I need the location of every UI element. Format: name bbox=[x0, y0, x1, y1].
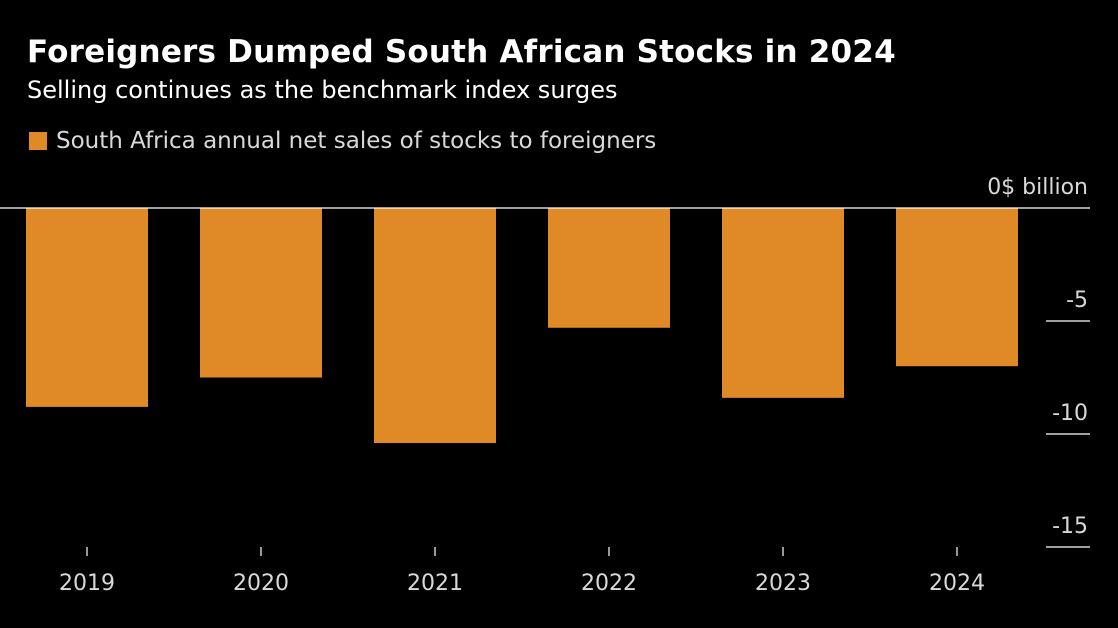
bar-2021 bbox=[374, 208, 496, 444]
y-axis: 0$ billion -5 -10 -15 bbox=[0, 175, 1090, 548]
bars-layer bbox=[26, 208, 1018, 444]
chart-title: Foreigners Dumped South African Stocks i… bbox=[27, 34, 896, 70]
bar-2024 bbox=[896, 208, 1018, 367]
y-tick-label: -10 bbox=[1052, 401, 1088, 426]
x-tick-label: 2023 bbox=[755, 571, 811, 596]
y-tick-label: -5 bbox=[1066, 288, 1088, 313]
y-tick-label: 0$ billion bbox=[987, 175, 1088, 200]
legend-label: South Africa annual net sales of stocks … bbox=[56, 128, 657, 154]
chart-subtitle: Selling continues as the benchmark index… bbox=[27, 76, 618, 104]
y-tick-label: -15 bbox=[1052, 514, 1088, 539]
x-tick-label: 2024 bbox=[929, 571, 985, 596]
bar-2020 bbox=[200, 208, 322, 378]
legend-swatch bbox=[29, 132, 47, 150]
bar-2019 bbox=[26, 208, 148, 407]
x-tick-label: 2021 bbox=[407, 571, 463, 596]
bar-2022 bbox=[548, 208, 670, 328]
x-axis: 2019 2020 2021 2022 2023 2024 bbox=[59, 547, 985, 596]
x-tick-label: 2022 bbox=[581, 571, 637, 596]
legend: South Africa annual net sales of stocks … bbox=[29, 128, 656, 154]
bar-2023 bbox=[722, 208, 844, 398]
x-tick-label: 2020 bbox=[233, 571, 289, 596]
x-tick-label: 2019 bbox=[59, 571, 115, 596]
